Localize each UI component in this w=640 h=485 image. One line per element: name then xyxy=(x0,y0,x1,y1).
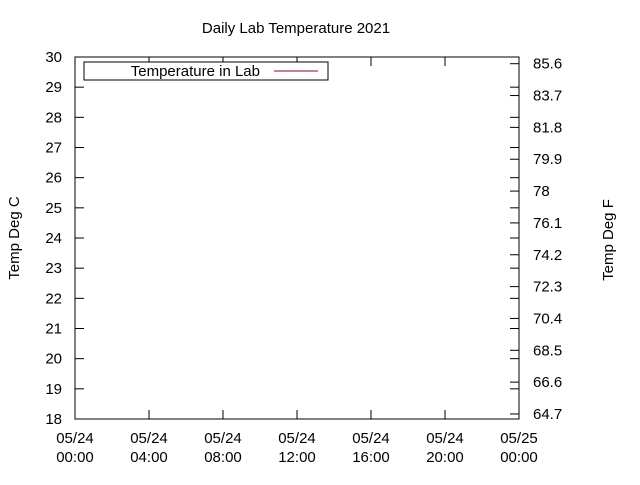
y2-tick-label: 66.6 xyxy=(533,374,562,391)
y2-tick-label: 68.5 xyxy=(533,342,562,359)
plot-frame xyxy=(74,56,520,420)
y-tick-label: 27 xyxy=(45,140,62,157)
y2-tick-label: 85.6 xyxy=(533,56,562,73)
x-tick-label-date: 05/24 xyxy=(204,430,242,447)
x-tick-label-date: 05/24 xyxy=(130,430,168,447)
y2-tick-label: 70.4 xyxy=(533,310,562,327)
x-tick-label-date: 05/24 xyxy=(56,430,94,447)
x-axis-ticks: 05/24 00:00 05/24 04:00 05/24 08:00 05/24 12:00… xyxy=(56,57,538,466)
y2-axis-label: Temp Deg F xyxy=(600,199,617,281)
x-tick-label-time: 20:00 xyxy=(426,449,464,466)
x-tick-label-time: 00:00 xyxy=(500,449,538,466)
y-axis-label: Temp Deg C xyxy=(6,196,23,280)
y2-tick-label: 76.1 xyxy=(533,215,562,232)
y2-tick-label: 83.7 xyxy=(533,88,562,105)
y-tick-label: 18 xyxy=(45,411,62,428)
x-tick-label-date: 05/24 xyxy=(426,430,464,447)
y2-tick-label: 78 xyxy=(533,183,550,200)
y2-tick-label: 81.8 xyxy=(533,119,562,136)
x-tick-label-time: 16:00 xyxy=(352,449,390,466)
y-tick-label: 30 xyxy=(45,49,62,66)
y-tick-label: 23 xyxy=(45,260,62,277)
y2-tick-label: 74.2 xyxy=(533,247,562,264)
y-tick-label: 25 xyxy=(45,200,62,217)
y2-tick-label: 64.7 xyxy=(533,406,562,423)
y-tick-label: 26 xyxy=(45,170,62,187)
x-tick-label-date: 05/25 xyxy=(500,430,538,447)
legend-box xyxy=(83,61,329,81)
x-tick-label-date: 05/24 xyxy=(278,430,316,447)
x-tick-label-time: 00:00 xyxy=(56,449,94,466)
x-tick-label-date: 05/24 xyxy=(352,430,390,447)
y-tick-label: 24 xyxy=(45,230,62,247)
y-tick-label: 21 xyxy=(45,321,62,338)
y2-axis-ticks: 64.7 66.6 68.5 70.4 72.3 74.2 76.1 78 79.9 81.8 83… xyxy=(510,56,562,423)
y-axis-ticks: 18 19 20 21 22 23 24 25 26 27 28 29 30 xyxy=(45,49,519,428)
y-tick-label: 19 xyxy=(45,381,62,398)
legend-label: Temperature in Lab xyxy=(131,63,260,80)
y-tick-label: 20 xyxy=(45,351,62,368)
x-tick-label-time: 08:00 xyxy=(204,449,242,466)
y2-tick-label: 72.3 xyxy=(533,279,562,296)
chart-title: Daily Lab Temperature 2021 xyxy=(202,20,390,37)
x-tick-label-time: 12:00 xyxy=(278,449,316,466)
x-tick-label-time: 04:00 xyxy=(130,449,168,466)
y-tick-label: 29 xyxy=(45,79,62,96)
legend: Temperature in Lab xyxy=(83,61,329,81)
y-tick-label: 22 xyxy=(45,290,62,307)
y-tick-label: 28 xyxy=(45,109,62,126)
y2-tick-label: 79.9 xyxy=(533,151,562,168)
